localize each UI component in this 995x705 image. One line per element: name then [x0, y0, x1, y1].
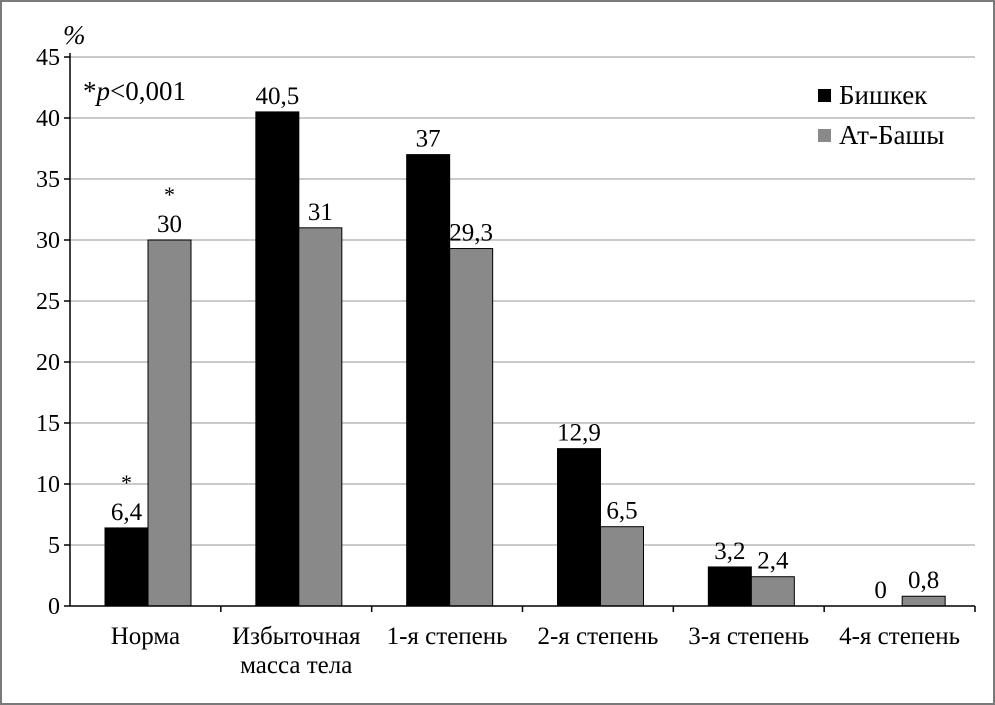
- category-label: 1-я степень: [387, 623, 508, 650]
- y-tick-label: 10: [36, 472, 60, 498]
- category-label: 4-я степень: [839, 623, 960, 650]
- y-tick-label: 45: [36, 45, 60, 71]
- bar-bishkek: [104, 527, 149, 607]
- bar-at-bashy: [600, 526, 644, 607]
- y-tick-label: 40: [36, 106, 60, 132]
- y-tick-label: 0: [48, 594, 60, 620]
- y-tick-labels: 0 5 10 15 20 25 30 35 40 45: [36, 45, 70, 620]
- value-labels: 6,4 * 40,5 37 12,9 3,2 0 30 * 31 29,3 6,5 2,4 0,8: [111, 83, 939, 604]
- data-label: 6,4: [111, 499, 143, 526]
- y-tick-label: 35: [36, 167, 60, 193]
- significance-mark: *: [121, 470, 132, 495]
- significance-note: *p<0,001: [83, 76, 186, 106]
- data-label: 0,8: [908, 567, 939, 594]
- y-tick-label: 5: [48, 533, 60, 559]
- bars: [104, 111, 946, 607]
- y-tick-label: 15: [36, 411, 60, 437]
- bar-bishkek: [557, 448, 601, 607]
- category-label: Норма: [111, 623, 180, 650]
- data-label: 12,9: [557, 420, 601, 447]
- data-label: 0: [874, 577, 887, 604]
- data-label: 40,5: [255, 83, 299, 110]
- legend: Бишкек Ат-Башы: [818, 80, 944, 150]
- category-label: 2-я степень: [537, 623, 658, 650]
- bar-at-bashy: [147, 239, 192, 607]
- data-label: 29,3: [449, 220, 493, 247]
- category-label: Избыточная масса тела: [232, 623, 361, 679]
- y-tick-label: 25: [36, 289, 60, 315]
- bar-at-bashy: [901, 595, 946, 607]
- legend-swatch-bishkek: [818, 89, 831, 102]
- bar-at-bashy: [750, 576, 795, 607]
- bar-bishkek: [707, 566, 752, 607]
- category-label: 3-я степень: [688, 623, 809, 650]
- bar-at-bashy: [298, 227, 343, 607]
- data-label: 37: [416, 126, 441, 153]
- bar-bishkek: [406, 154, 451, 607]
- legend-swatch-at-bashy: [818, 129, 831, 142]
- y-tick-label: 20: [36, 350, 60, 376]
- data-label: 6,5: [606, 498, 637, 525]
- axes: [69, 53, 976, 612]
- data-label: 2,4: [757, 548, 789, 575]
- legend-label-bishkek: Бишкек: [839, 80, 928, 110]
- category-labels: Норма Избыточная масса тела 1-я степень 2-я …: [111, 623, 960, 679]
- data-label: 30: [157, 211, 182, 238]
- data-label: 31: [308, 199, 333, 226]
- legend-label-at-bashy: Ат-Башы: [839, 120, 944, 150]
- bar-at-bashy: [449, 248, 494, 607]
- y-axis-unit-label: %: [63, 20, 86, 50]
- data-label: 3,2: [714, 538, 745, 565]
- y-tick-label: 30: [36, 228, 60, 254]
- bar-bishkek: [255, 111, 300, 607]
- significance-mark: *: [164, 182, 175, 207]
- grid-lines: [70, 56, 975, 546]
